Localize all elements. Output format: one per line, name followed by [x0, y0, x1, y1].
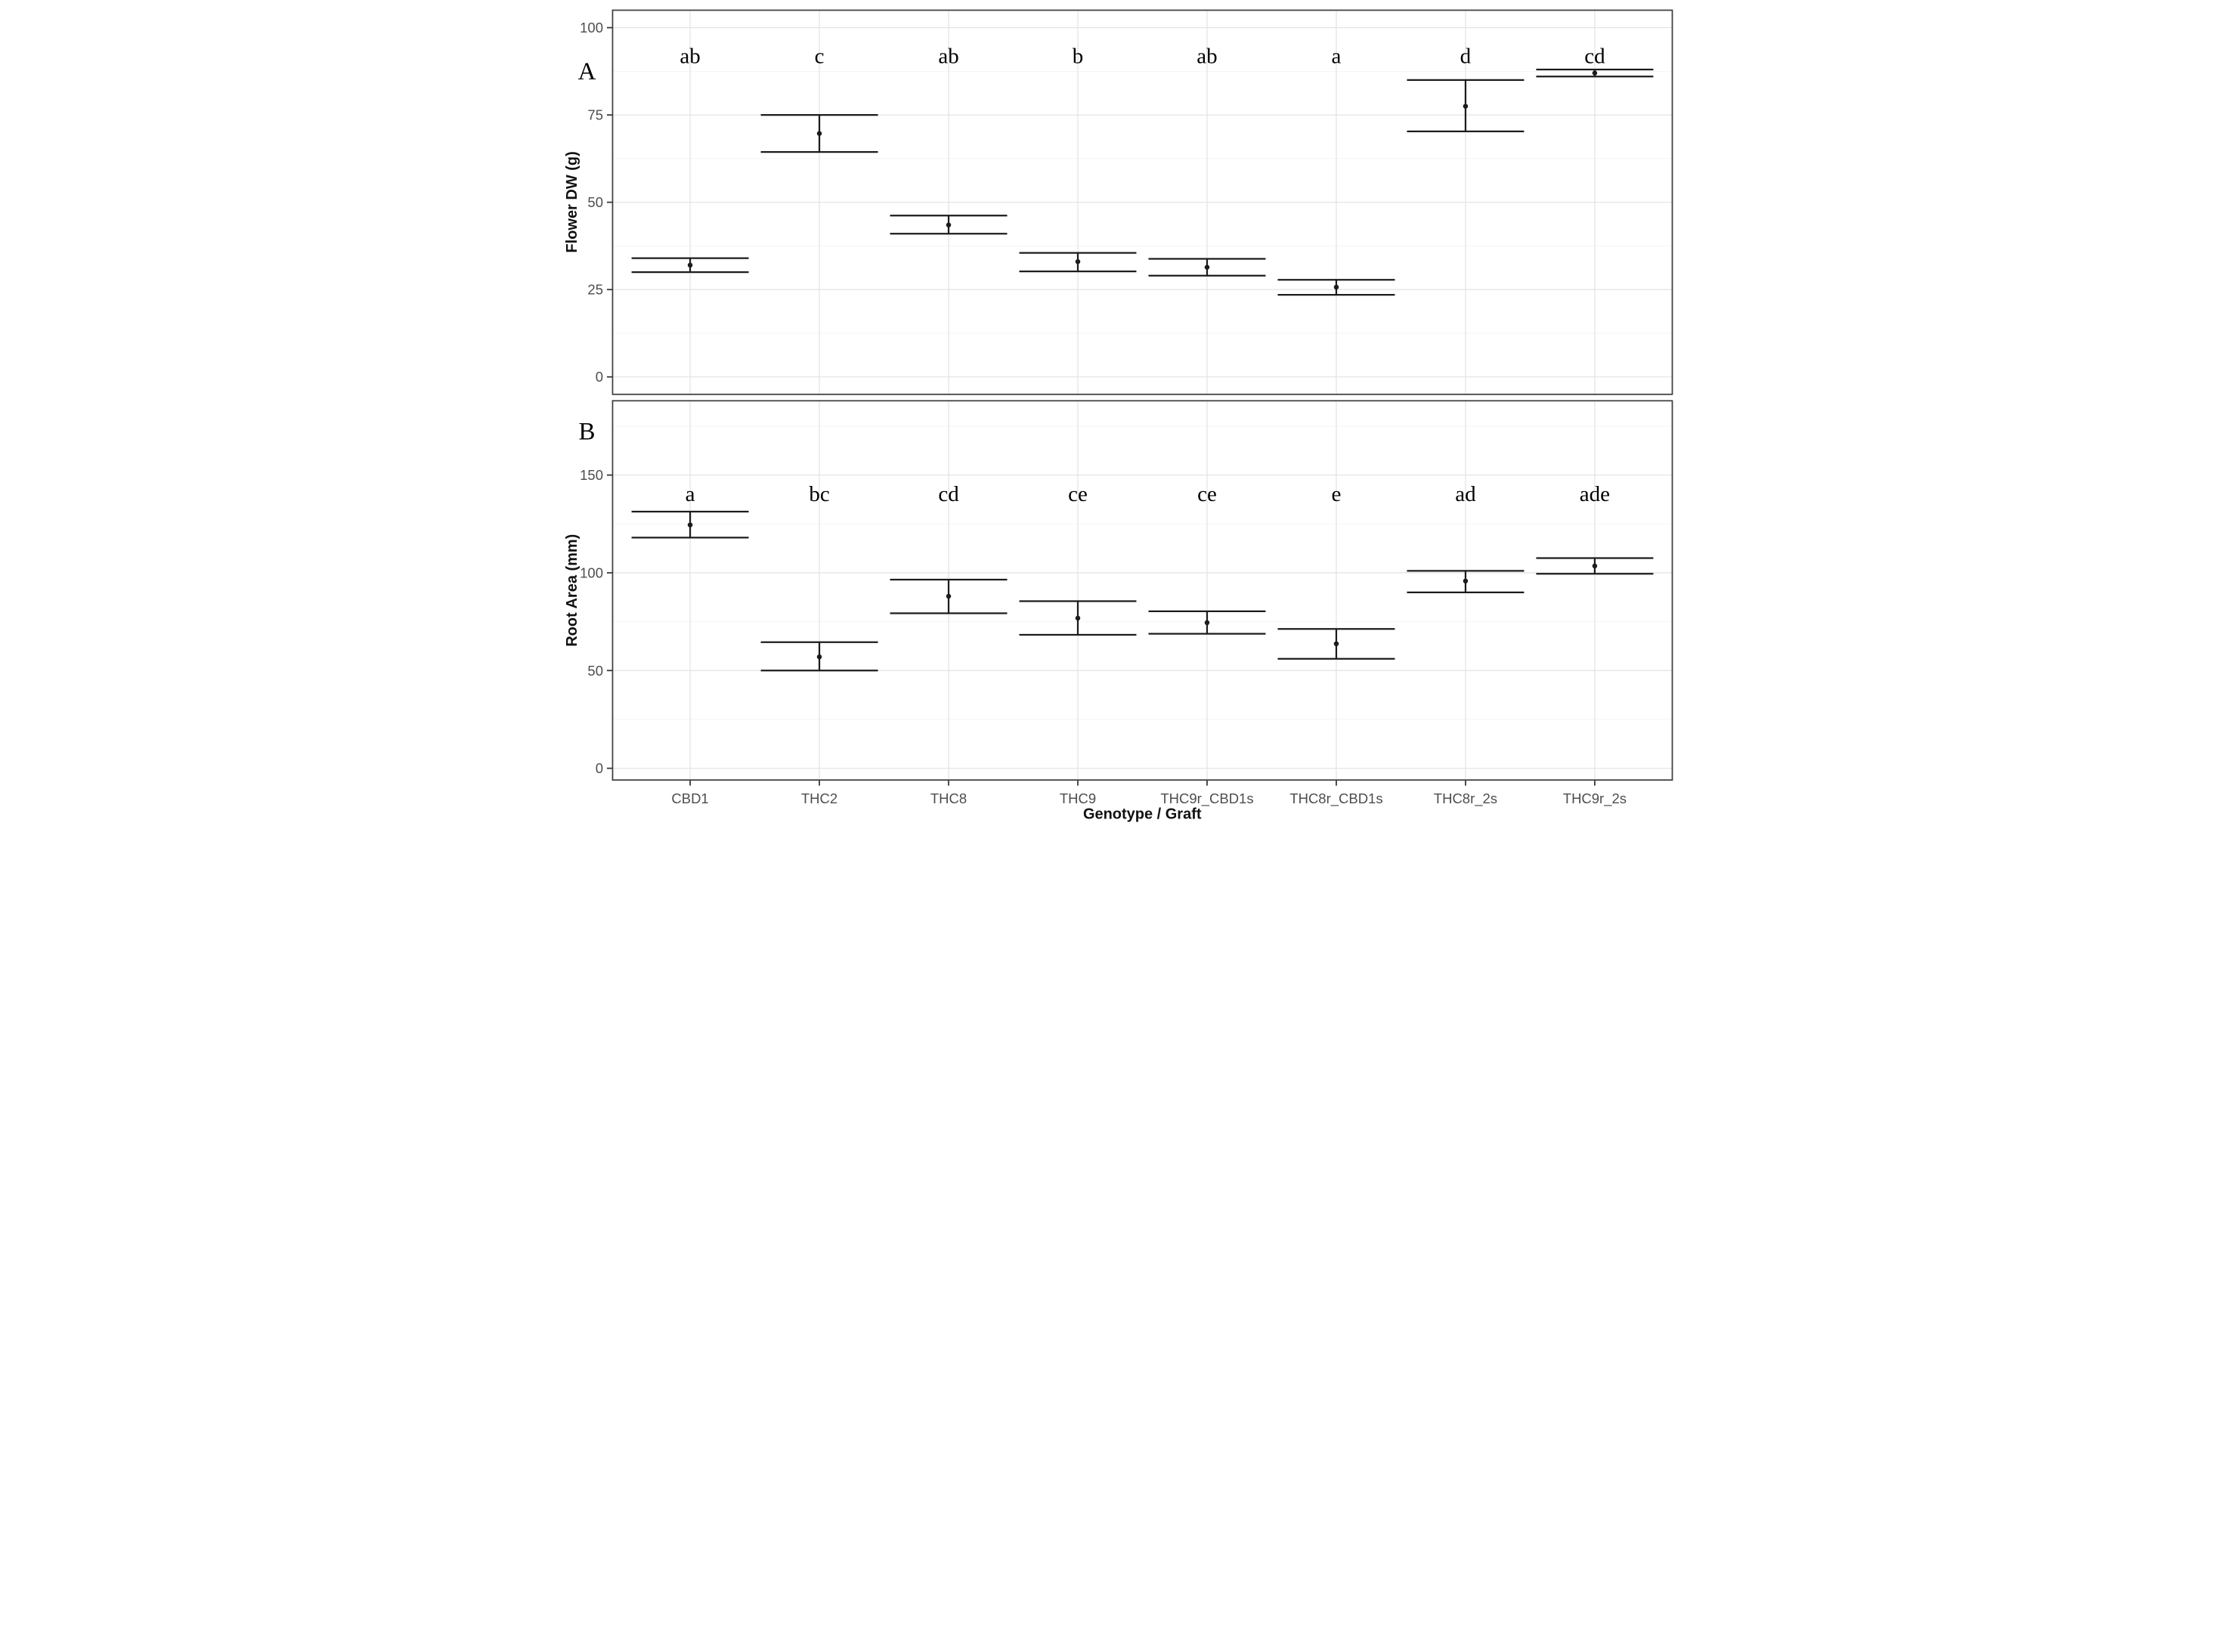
sig-letter: a: [685, 482, 695, 506]
sig-letter: a: [1331, 45, 1341, 69]
mean-point: [687, 522, 692, 527]
panel-b-plot-area: 0 50 100 150 a bc cd ce ce e ad ade CBD1 THC2 THC8 THC9…: [580, 400, 1673, 807]
y-tick-label: 50: [587, 194, 603, 210]
error-bar: [1148, 258, 1265, 277]
error-bar: [1277, 628, 1395, 660]
mean-point: [816, 131, 822, 136]
mean-point: [1463, 104, 1468, 109]
error-bar: [760, 114, 878, 153]
sig-letter: ce: [1068, 482, 1088, 506]
y-tick-label: 25: [587, 282, 603, 298]
panel-label-a: A: [577, 58, 596, 85]
x-tick-label: THC8: [930, 790, 966, 806]
mean-point: [816, 654, 822, 660]
x-tick-label: CBD1: [671, 790, 708, 806]
error-bar: [1148, 610, 1265, 635]
error-bar: [1535, 557, 1653, 575]
y-axis-title-a: Flower DW (g): [563, 151, 580, 252]
mean-point: [1075, 615, 1080, 621]
sig-letter: cd: [1584, 45, 1605, 69]
sig-letter: ab: [680, 45, 700, 69]
x-tick-label: THC9r_CBD1s: [1160, 790, 1253, 807]
sig-letter: b: [1072, 45, 1083, 69]
sig-letter: ade: [1579, 482, 1609, 506]
mean-point: [1075, 258, 1080, 265]
y-tick-label: 100: [580, 565, 603, 580]
sig-letter: ce: [1197, 482, 1217, 506]
x-axis-title: Genotype / Graft: [1082, 806, 1201, 823]
error-bar: [1406, 79, 1524, 132]
error-bar: [890, 578, 1007, 614]
figure-container: 0 25 50 75 100 ab c ab b ab a d cd 0 50 100 150 a bc cd ce c…: [558, 0, 1674, 826]
x-tick-label: THC8r_CBD1s: [1289, 790, 1382, 807]
sig-letter: ab: [938, 45, 958, 69]
y-tick-label: 0: [595, 369, 602, 385]
y-tick-label: 0: [595, 760, 602, 776]
x-tick-label: THC8r_2s: [1433, 790, 1497, 807]
sig-letter: d: [1460, 45, 1471, 69]
y-tick-label: 75: [587, 107, 603, 123]
panel-border: [611, 400, 1673, 781]
x-tick-label: THC2: [800, 790, 837, 806]
sig-letter: ab: [1196, 45, 1217, 69]
error-bar: [631, 257, 749, 274]
error-bar: [890, 215, 1007, 235]
error-bar: [1019, 252, 1136, 273]
sig-letter: bc: [809, 482, 829, 506]
mean-point: [687, 262, 692, 268]
mean-point: [1333, 641, 1339, 647]
error-bar: [1535, 68, 1653, 78]
mean-point: [1204, 265, 1209, 270]
error-bar: [760, 641, 878, 672]
mean-point: [946, 222, 951, 227]
error-bar: [1277, 279, 1395, 296]
figure-background: [558, 0, 1674, 826]
y-tick-label: 150: [580, 467, 603, 483]
sig-letter: cd: [938, 482, 959, 506]
sig-letter: ad: [1455, 482, 1476, 506]
x-tick-label: THC9: [1059, 790, 1095, 806]
panel-label-b: B: [578, 418, 595, 445]
mean-point: [1463, 578, 1468, 584]
panel-border: [611, 9, 1673, 395]
mean-point: [1592, 70, 1597, 76]
x-tick-label: THC9r_2s: [1562, 790, 1626, 807]
sig-letter: e: [1331, 482, 1341, 506]
error-bar: [1406, 570, 1524, 593]
y-tick-label: 50: [587, 663, 603, 679]
error-bar: [631, 510, 749, 539]
panel-a-plot-area: 0 25 50 75 100 ab c ab b ab a d cd: [580, 9, 1673, 395]
sig-letter: c: [814, 45, 824, 69]
mean-point: [1333, 284, 1339, 290]
mean-point: [1204, 620, 1209, 626]
y-tick-label: 100: [580, 20, 603, 36]
error-bar: [1019, 600, 1136, 636]
mean-point: [946, 593, 951, 599]
mean-point: [1592, 563, 1597, 569]
y-axis-title-b: Root Area (mm): [563, 534, 580, 647]
